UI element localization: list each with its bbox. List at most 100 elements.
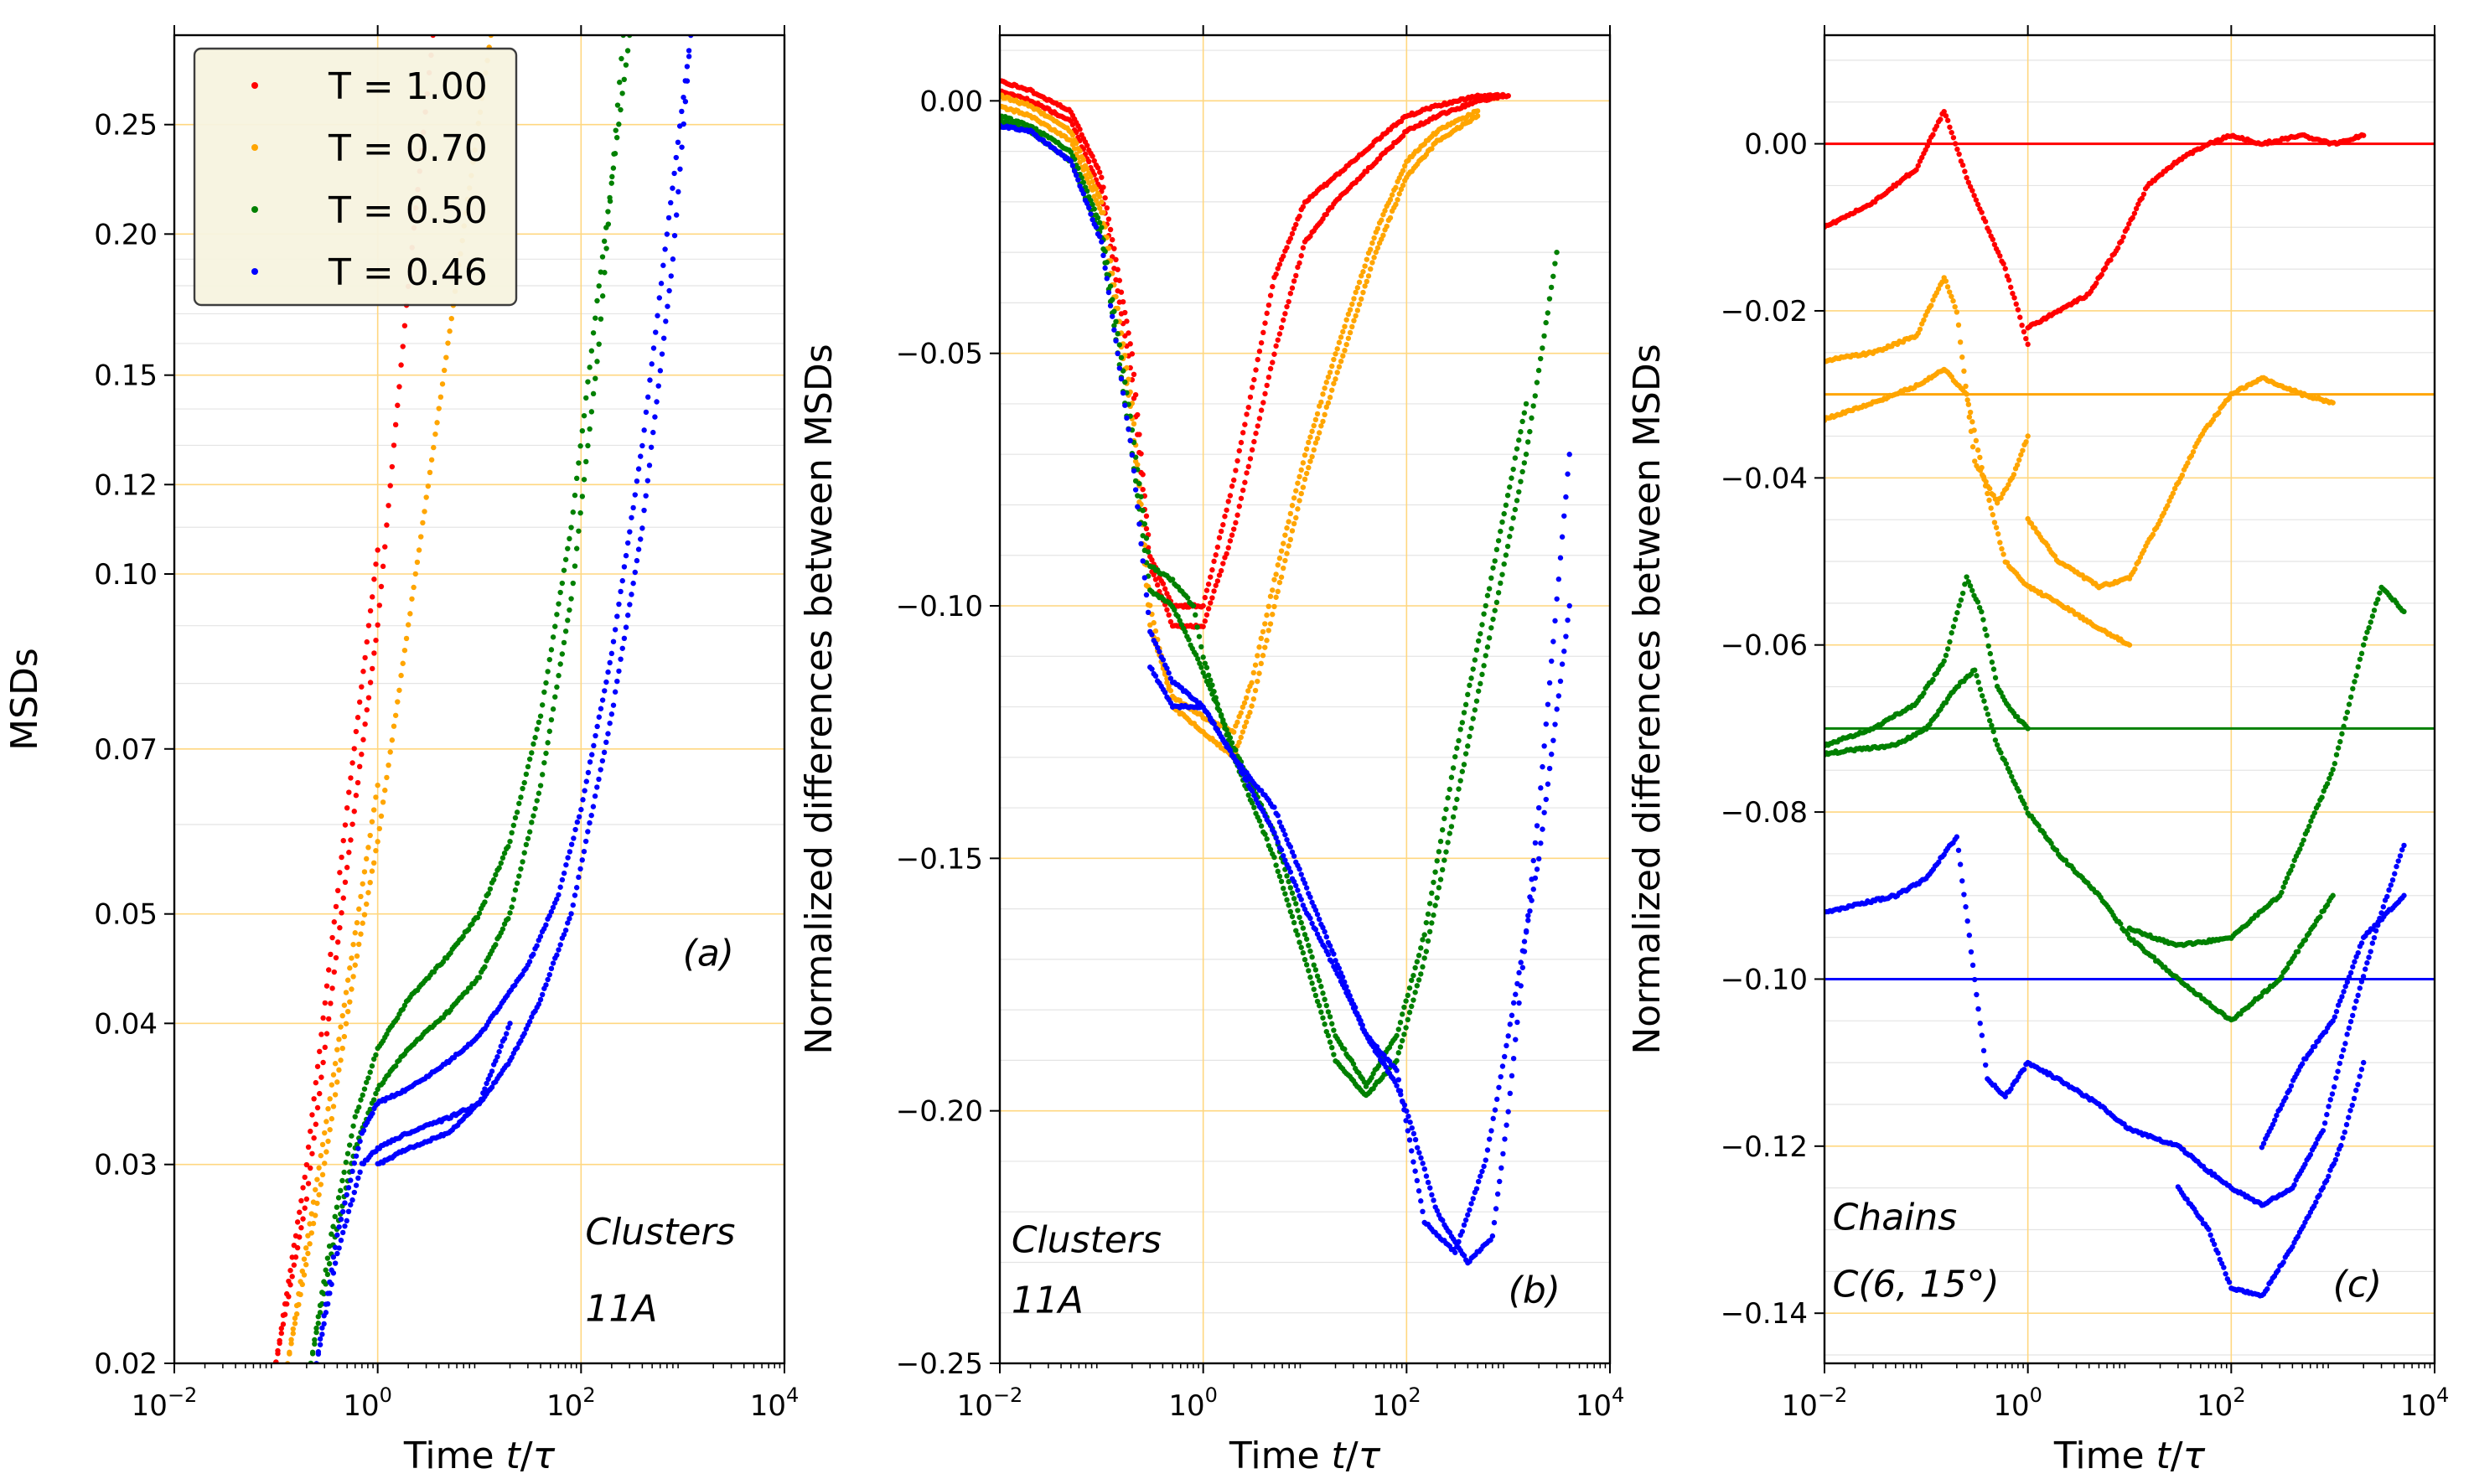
data-point xyxy=(287,1349,292,1356)
data-point xyxy=(1273,594,1279,600)
data-point xyxy=(1410,997,1416,1003)
data-point xyxy=(1227,747,1234,753)
data-point xyxy=(344,1192,349,1198)
data-point xyxy=(1534,866,1540,872)
data-point xyxy=(1300,949,1307,956)
data-point xyxy=(1353,313,1359,319)
data-point xyxy=(1457,778,1463,783)
data-point xyxy=(338,1057,344,1063)
data-point xyxy=(2048,840,2054,846)
data-point xyxy=(354,1108,360,1114)
data-point xyxy=(1394,1068,1400,1073)
data-point xyxy=(1141,575,1148,581)
data-point xyxy=(630,580,636,587)
data-point xyxy=(1486,586,1493,592)
data-point xyxy=(411,584,417,591)
data-point xyxy=(568,525,574,530)
data-point xyxy=(1412,964,1418,971)
data-point xyxy=(2366,625,2372,631)
data-point xyxy=(348,1177,354,1183)
x-tick-base: 10 xyxy=(750,1389,786,1423)
data-point xyxy=(1167,700,1174,706)
data-point xyxy=(643,493,649,499)
data-point xyxy=(2016,788,2022,794)
data-point xyxy=(1287,908,1294,915)
data-point xyxy=(1278,574,1285,580)
data-point xyxy=(1530,403,1536,409)
y-tick-label: −0.15 xyxy=(896,842,983,876)
data-point xyxy=(336,1037,342,1042)
data-point xyxy=(1099,174,1105,180)
data-point xyxy=(1415,1145,1421,1150)
data-point xyxy=(314,1176,320,1182)
data-point xyxy=(1359,296,1364,302)
data-point xyxy=(401,323,408,328)
data-point xyxy=(2019,322,2025,328)
legend-label: T = 1.00 xyxy=(328,65,488,108)
data-point xyxy=(476,975,483,980)
x-axis-label-text: Time xyxy=(403,1435,506,1477)
data-point xyxy=(307,1241,313,1247)
data-point xyxy=(591,742,597,749)
data-point xyxy=(1281,540,1286,546)
data-point xyxy=(1472,657,1478,663)
data-point xyxy=(1286,543,1291,549)
data-point xyxy=(2102,265,2109,271)
data-point xyxy=(1243,719,1250,725)
data-point xyxy=(320,1015,326,1021)
data-point xyxy=(1265,302,1272,308)
data-point xyxy=(507,1021,513,1026)
data-point xyxy=(607,659,613,666)
data-point xyxy=(1240,729,1246,735)
data-point xyxy=(365,845,371,851)
data-point xyxy=(630,504,636,511)
data-point xyxy=(443,354,449,360)
data-point xyxy=(1474,113,1481,119)
data-point xyxy=(1930,297,1936,303)
panel-b-grid xyxy=(999,35,1611,1364)
data-point xyxy=(422,509,427,514)
data-point xyxy=(1969,444,1976,450)
data-point xyxy=(391,723,397,729)
data-point xyxy=(1409,1003,1415,1010)
data-point xyxy=(1496,1084,1502,1090)
data-point xyxy=(1273,571,1279,577)
data-point xyxy=(1977,686,1984,692)
data-point xyxy=(1957,339,1964,345)
data-point xyxy=(568,841,575,847)
data-point xyxy=(1244,411,1250,417)
data-point xyxy=(1928,302,1934,308)
data-point xyxy=(1935,286,1942,292)
data-point xyxy=(2291,857,2297,863)
data-point xyxy=(576,814,582,820)
data-point xyxy=(1540,345,1545,351)
data-point xyxy=(1276,579,1283,586)
data-point xyxy=(583,458,589,465)
data-point xyxy=(1166,670,1172,676)
data-point xyxy=(1230,526,1237,532)
data-point xyxy=(401,1002,408,1009)
data-point xyxy=(1273,835,1279,840)
data-point xyxy=(1552,721,1558,727)
data-point xyxy=(1340,353,1346,359)
data-point xyxy=(1401,1032,1407,1037)
data-point xyxy=(1509,525,1514,531)
data-point xyxy=(1249,447,1255,453)
data-point xyxy=(1302,957,1308,963)
data-point xyxy=(499,926,506,932)
data-point xyxy=(1917,326,1923,333)
data-point xyxy=(682,98,689,105)
data-point xyxy=(1236,764,1242,770)
data-point xyxy=(1132,478,1139,484)
data-point xyxy=(1316,916,1322,923)
data-point xyxy=(349,760,355,766)
data-point xyxy=(1071,168,1078,174)
data-point xyxy=(1395,197,1400,203)
data-point xyxy=(284,1290,290,1297)
data-point xyxy=(309,1351,316,1357)
data-point xyxy=(532,735,538,741)
data-point xyxy=(364,639,370,645)
data-point xyxy=(329,1082,335,1088)
data-point xyxy=(1096,205,1103,211)
data-point xyxy=(2166,498,2172,504)
